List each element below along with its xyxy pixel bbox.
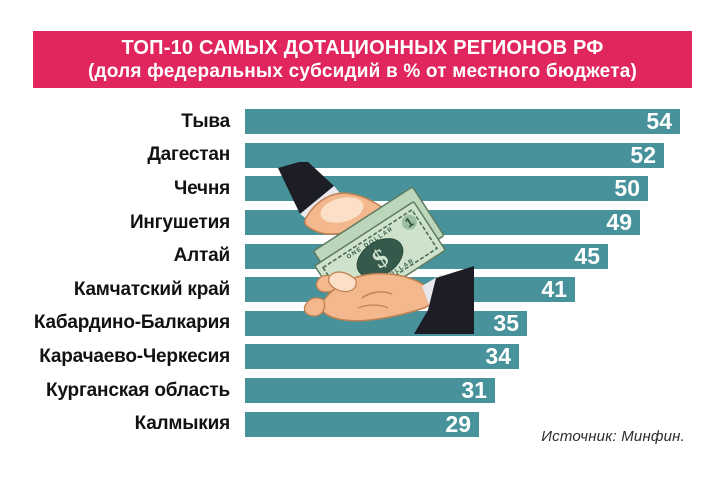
category-label: Калмыкия (134, 413, 231, 435)
source-note: Источник: Минфин. (541, 428, 685, 445)
bar: 29 (245, 410, 479, 437)
category-label: Дагестан (147, 144, 230, 166)
receiving-hand-icon (303, 266, 474, 334)
category-label: Курганская область (46, 379, 230, 401)
bar-value: 54 (646, 108, 672, 135)
bar-value: 34 (485, 343, 511, 370)
category-label: Кабардино-Балкария (33, 312, 230, 334)
chart-row: Кабардино-Балкария 35 (0, 307, 720, 341)
chart-row: Дагестан 52 (0, 139, 720, 173)
bar-value: 50 (614, 175, 640, 202)
category-label: Чечня (173, 177, 230, 199)
bar-value: 49 (606, 209, 632, 236)
category-label: Алтай (173, 245, 231, 267)
chart-title-banner: ТОП-10 САМЫХ ДОТАЦИОННЫХ РЕГИОНОВ РФ (до… (33, 31, 692, 88)
bar: 52 (245, 141, 664, 168)
bar-value: 41 (541, 276, 567, 303)
category-label: Камчатский край (73, 278, 230, 300)
chart-row: Карачаево-Черкесия 34 (0, 340, 720, 374)
chart-title-line2: (доля федеральных субсидий в % от местно… (88, 61, 637, 82)
chart-row: Курганская область 31 (0, 374, 720, 408)
bar-value: 31 (461, 377, 487, 404)
bar: 31 (245, 377, 495, 404)
bar: 54 (245, 108, 680, 135)
bar-value: 45 (574, 242, 600, 269)
chart-row: Тыва 54 (0, 105, 720, 139)
bar-value: 52 (630, 141, 656, 168)
bar: 34 (245, 343, 519, 370)
chart-row: Калмыкия 29 (0, 407, 720, 441)
bar-value: 29 (445, 410, 471, 437)
chart-title-line1: ТОП-10 САМЫХ ДОТАЦИОННЫХ РЕГИОНОВ РФ (121, 37, 604, 59)
category-label: Тыва (181, 110, 230, 132)
bar: 35 (245, 309, 527, 336)
bar-value: 35 (493, 309, 519, 336)
category-label: Карачаево-Черкесия (39, 345, 230, 367)
category-label: Ингушетия (129, 211, 230, 233)
hands-exchanging-money-icon: $ 1 1 ONE DOLLAR ONE DOLLAR (278, 162, 474, 334)
